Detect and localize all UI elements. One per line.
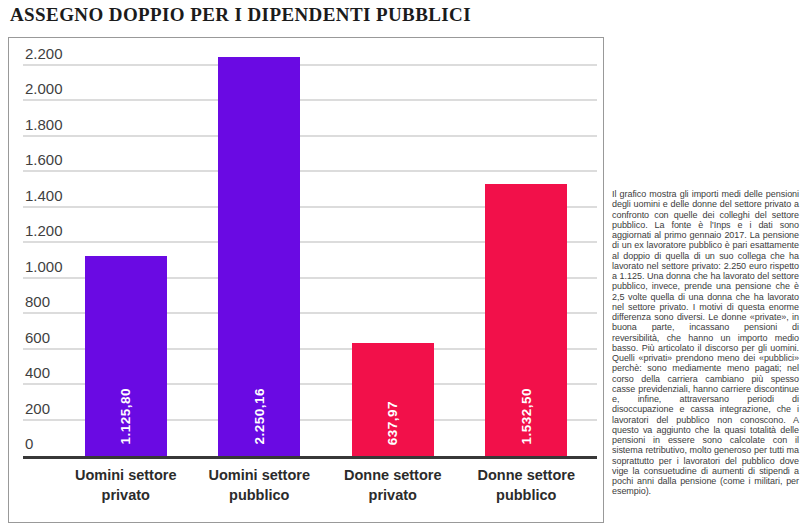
y-tick-label: 800 [25, 294, 50, 309]
bar: 1.125,80 [85, 256, 167, 456]
y-tick-label: 2.200 [25, 46, 63, 61]
bar-value-holder: 1.125,80 [85, 388, 167, 445]
y-tick-label: 400 [25, 365, 50, 380]
y-tick-label: 1.800 [25, 117, 63, 132]
y-tick-label: 1.400 [25, 188, 63, 203]
bar-chart: 0 200 400 600 800 1.000 1.200 1.400 1.600 1.800 2.… [8, 37, 604, 523]
bar: 1.532,50 [485, 184, 567, 456]
bar-value-holder: 2.250,16 [218, 388, 300, 445]
y-tick-label: 200 [25, 401, 50, 416]
bar-slot: 637,97 [326, 343, 460, 456]
x-category-label: Uomini settore pubblico [197, 465, 322, 506]
x-category-label: Donne settore pubblico [464, 465, 589, 506]
y-tick-label: 600 [25, 330, 50, 345]
bar-value-label: 1.125,80 [118, 388, 133, 445]
bar: 637,97 [352, 343, 434, 456]
bar-value-holder: 637,97 [352, 401, 434, 445]
y-tick-label: 1.200 [25, 223, 63, 238]
x-label-slot: Donne settore pubblico [460, 465, 594, 506]
y-tick-label: 2.000 [25, 81, 63, 96]
bar-slot: 2.250,16 [193, 57, 327, 456]
y-tick-label: 0 [25, 436, 33, 451]
bar-value-label: 637,97 [385, 401, 400, 445]
commentary-text: Il grafico mostra gli importi medi delle… [612, 189, 799, 497]
y-tick-label: 1.600 [25, 152, 63, 167]
bars-container: 1.125,80 2.250,16 637,97 1.532,50 [59, 57, 593, 456]
bar-value-holder: 1.532,50 [485, 388, 567, 445]
bar-slot: 1.532,50 [460, 184, 594, 456]
x-category-label: Uomini settore privato [63, 465, 188, 506]
y-tick-label: 1.000 [25, 259, 63, 274]
bar-value-label: 1.532,50 [519, 388, 534, 445]
x-axis-labels: Uomini settore privatoUomini settore pub… [59, 465, 593, 506]
bar-slot: 1.125,80 [59, 256, 193, 456]
bar-value-label: 2.250,16 [252, 388, 267, 445]
x-axis-line [23, 456, 597, 459]
x-category-label: Donne settore privato [330, 465, 455, 506]
page-title: ASSEGNO DOPPIO PER I DIPENDENTI PUBBLICI [10, 4, 471, 26]
bar: 2.250,16 [218, 57, 300, 456]
x-label-slot: Donne settore privato [326, 465, 460, 506]
x-label-slot: Uomini settore pubblico [193, 465, 327, 506]
x-label-slot: Uomini settore privato [59, 465, 193, 506]
